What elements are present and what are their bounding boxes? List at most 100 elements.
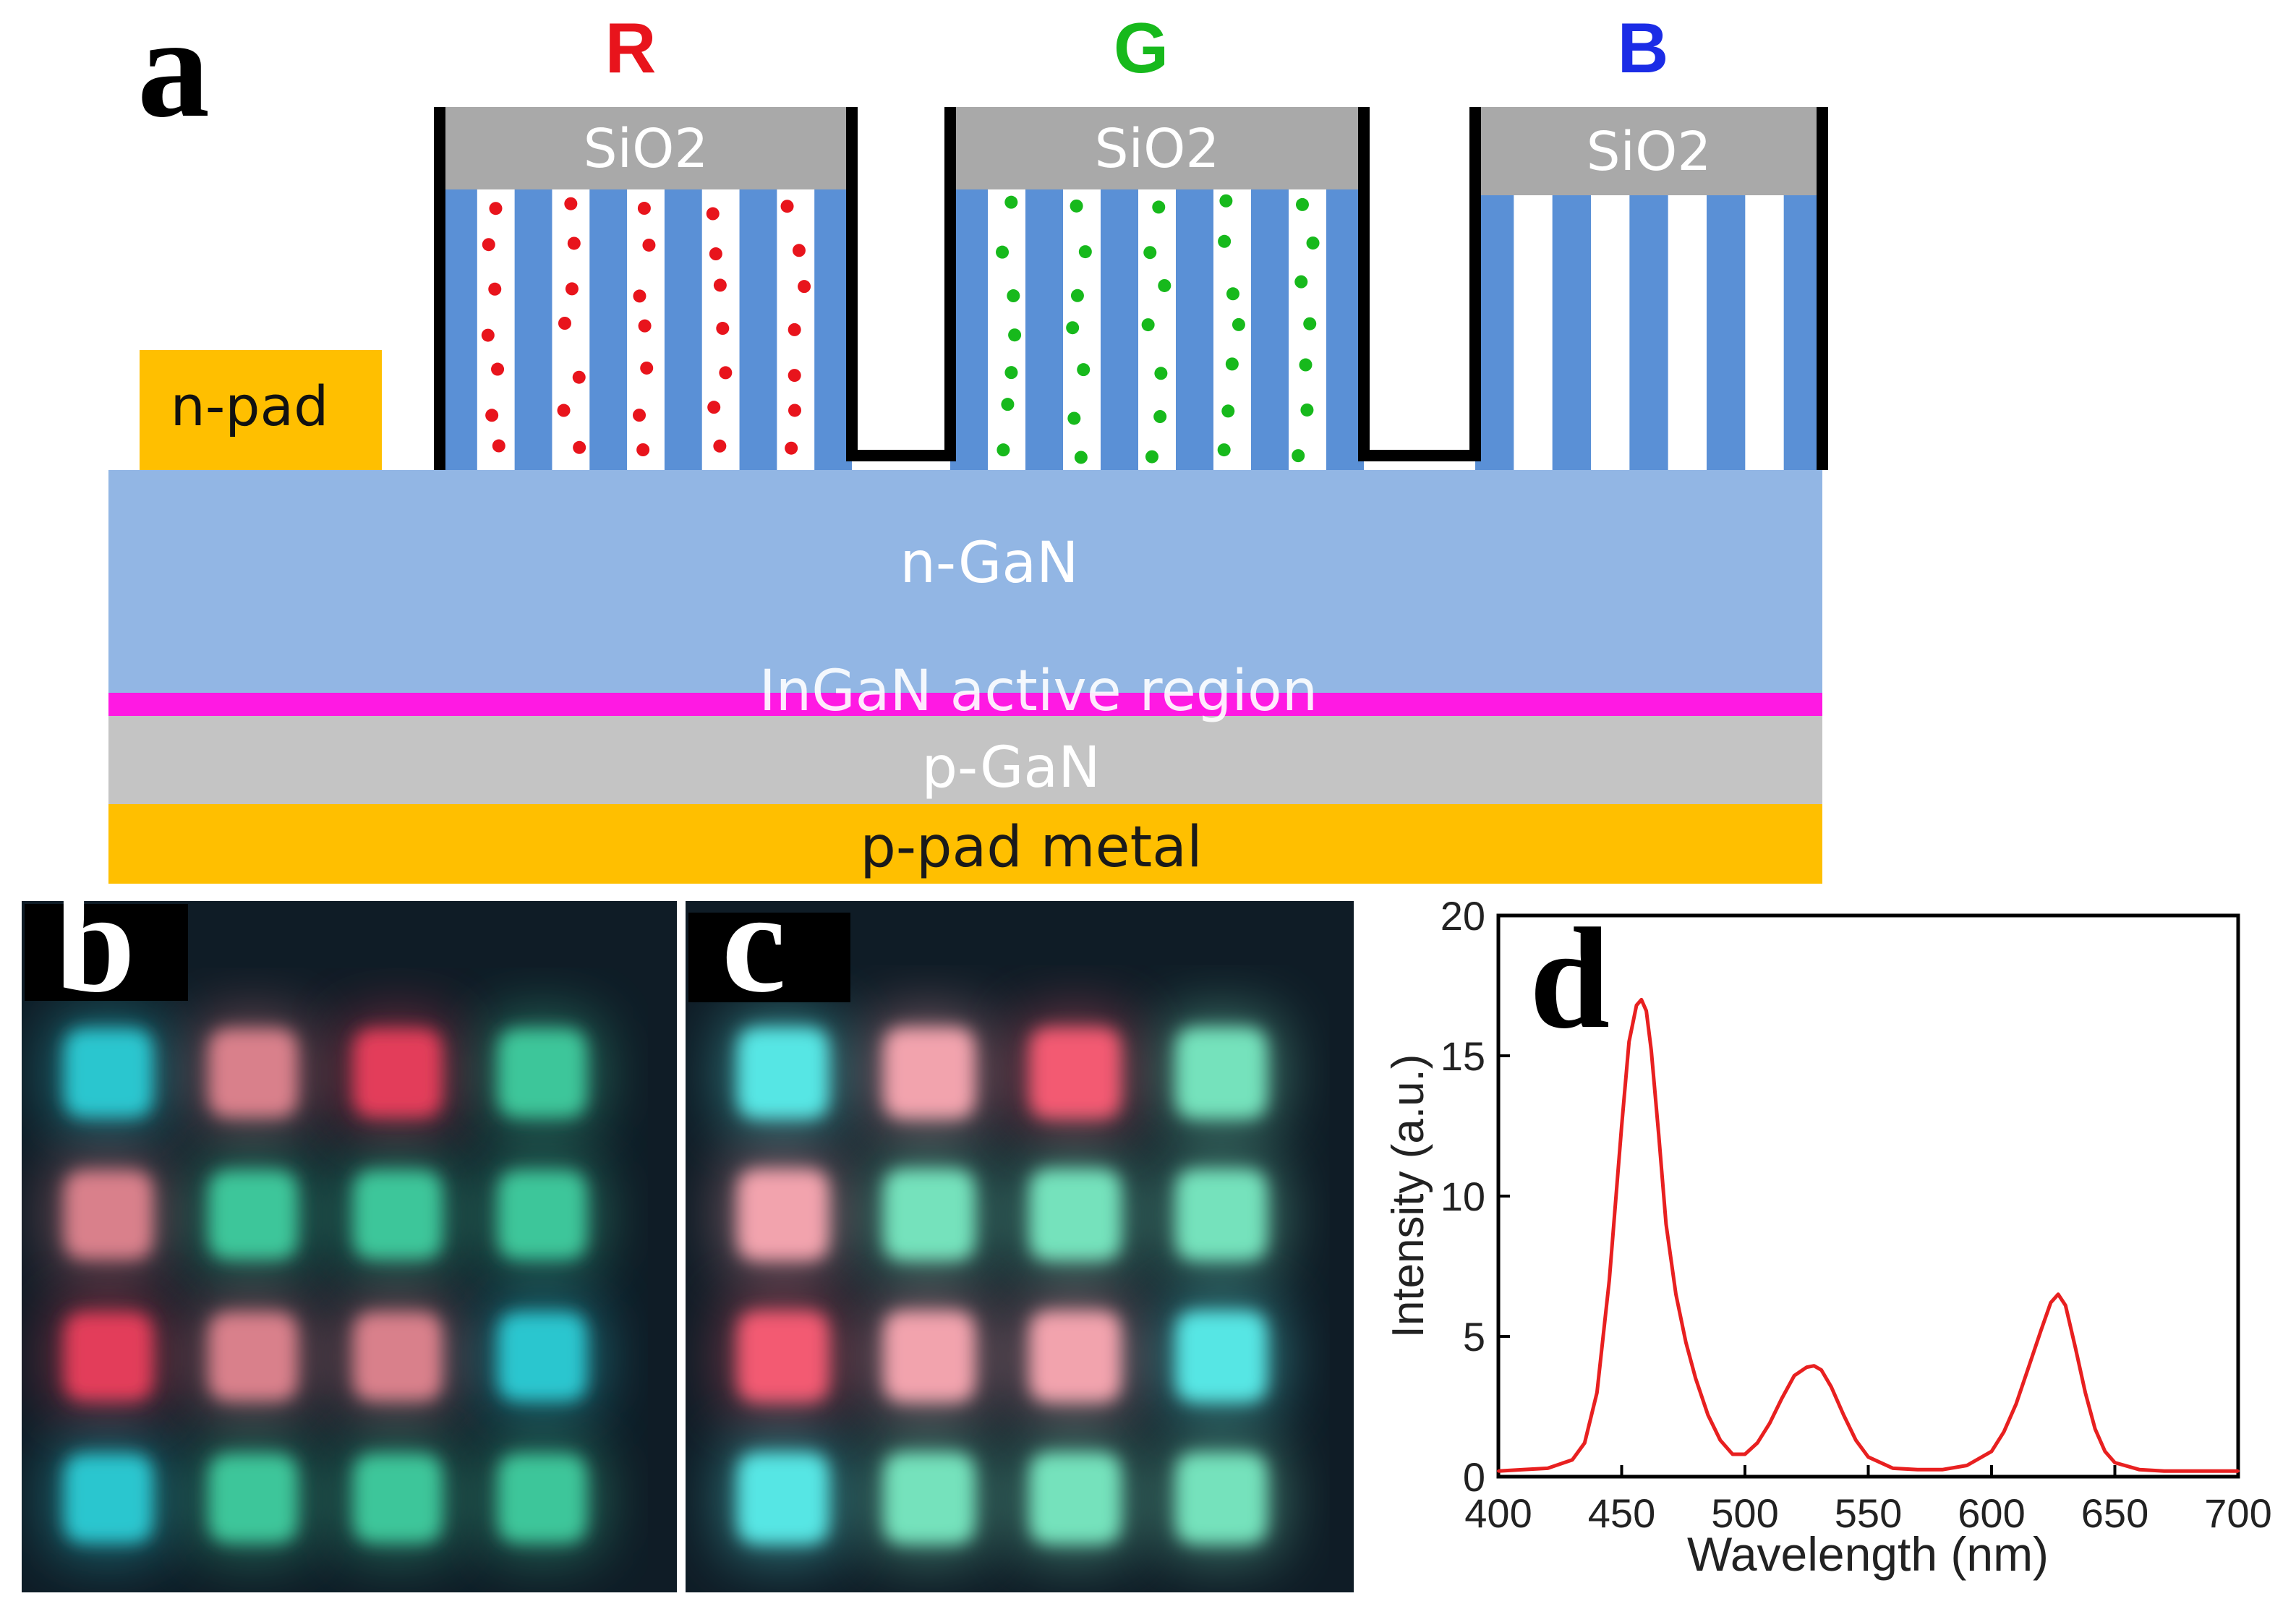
quantum-dot bbox=[1219, 194, 1233, 208]
n-pad bbox=[140, 350, 382, 470]
chart-point bbox=[2015, 1402, 2018, 1406]
nanowire-gap bbox=[988, 189, 1025, 470]
quantum-dot bbox=[633, 409, 646, 422]
led-array-c bbox=[723, 1013, 1281, 1558]
quantum-dot bbox=[997, 443, 1010, 457]
chart-point bbox=[1730, 1452, 1734, 1456]
chart-point bbox=[1546, 1467, 1550, 1470]
panel-c-letter: c bbox=[722, 863, 786, 1023]
x-tick-label: 400 bbox=[1464, 1490, 1532, 1536]
panel-c-photo: c bbox=[686, 863, 1354, 1592]
quantum-dot bbox=[1008, 328, 1022, 342]
led-array-b bbox=[50, 1015, 601, 1557]
led-pixel bbox=[884, 1169, 975, 1260]
led-pixel bbox=[354, 1029, 442, 1117]
quantum-dot bbox=[636, 443, 650, 457]
p-gan-label: p-GaN bbox=[921, 735, 1100, 801]
chart-point bbox=[2057, 1292, 2060, 1296]
quantum-dot bbox=[719, 366, 733, 380]
led-pixel bbox=[738, 1028, 829, 1119]
quantum-dot bbox=[1143, 246, 1157, 260]
quantum-dot bbox=[1077, 363, 1091, 377]
quantum-dot bbox=[785, 441, 798, 455]
nanowire-gap bbox=[1213, 189, 1251, 470]
quantum-dot bbox=[565, 282, 579, 296]
chart-point bbox=[1965, 1464, 1968, 1467]
chart-y-axis-label: Intensity (a.u.) bbox=[1383, 1054, 1433, 1339]
quantum-dot bbox=[713, 278, 727, 292]
quantum-dot bbox=[1152, 200, 1166, 214]
x-tick-label: 500 bbox=[1711, 1490, 1778, 1536]
chart-point bbox=[1657, 1132, 1660, 1136]
quantum-dot bbox=[1217, 443, 1231, 457]
quantum-dot bbox=[1067, 411, 1081, 425]
led-pixel bbox=[1030, 1453, 1121, 1544]
chart-point bbox=[1664, 1222, 1668, 1226]
quantum-dot bbox=[1001, 398, 1015, 411]
led-pixel bbox=[209, 1171, 297, 1259]
led-pixel bbox=[738, 1169, 829, 1260]
quantum-dot bbox=[707, 401, 721, 414]
chart-point bbox=[2187, 1469, 2190, 1473]
quantum-dot bbox=[488, 282, 502, 296]
quantum-dot bbox=[640, 361, 654, 375]
quantum-dot bbox=[637, 202, 651, 215]
quantum-dot bbox=[1141, 318, 1155, 332]
sio2-label: SiO2 bbox=[584, 118, 709, 180]
x-tick-label: 700 bbox=[2204, 1490, 2271, 1536]
chart-point bbox=[1854, 1438, 1858, 1442]
nanowire-gap bbox=[552, 189, 590, 470]
quantum-dot bbox=[792, 244, 806, 257]
chart-point bbox=[1634, 1004, 1638, 1007]
led-pixel bbox=[884, 1311, 975, 1402]
quantum-dot bbox=[709, 247, 722, 261]
x-tick-label: 550 bbox=[1835, 1490, 1902, 1536]
quantum-dot bbox=[1300, 403, 1314, 417]
panel-d-letter: d bbox=[1529, 899, 1610, 1059]
quantum-dot bbox=[1225, 357, 1239, 371]
quantum-dot bbox=[572, 370, 586, 384]
chart-point bbox=[1684, 1340, 1688, 1344]
sio2-cap bbox=[1475, 107, 1822, 195]
quantum-dot bbox=[567, 236, 581, 250]
led-pixel bbox=[354, 1454, 442, 1542]
chart-point bbox=[2138, 1468, 2141, 1472]
pillar-label-g: G bbox=[1114, 8, 1169, 88]
quantum-dot bbox=[492, 439, 505, 453]
chart-point bbox=[1608, 1279, 1611, 1282]
led-pixel bbox=[64, 1171, 153, 1259]
quantum-dot bbox=[1218, 234, 1232, 248]
p-pad-metal-layer bbox=[108, 804, 1822, 884]
chart-point bbox=[1627, 1040, 1631, 1043]
chart-point bbox=[2002, 1430, 2006, 1433]
pillar-outline bbox=[434, 107, 1828, 470]
chart-point bbox=[1706, 1413, 1710, 1417]
led-pixel bbox=[884, 1028, 975, 1119]
quantum-dot bbox=[788, 404, 801, 417]
chart-point bbox=[1497, 1469, 1500, 1473]
quantum-dot bbox=[713, 439, 727, 453]
quantum-dot bbox=[1226, 287, 1239, 301]
chart-point bbox=[1842, 1413, 1845, 1417]
chart-point bbox=[1805, 1365, 1809, 1369]
chart-point bbox=[2162, 1469, 2166, 1473]
panel-b-photo: b bbox=[22, 901, 677, 1592]
quantum-dot bbox=[1221, 404, 1235, 418]
led-pixel bbox=[738, 1311, 829, 1402]
p-gan-layer bbox=[108, 716, 1822, 804]
chart-point bbox=[2094, 1427, 2097, 1431]
quantum-dot bbox=[706, 207, 720, 221]
n-pad-label: n-pad bbox=[171, 374, 329, 438]
chart-point bbox=[2027, 1365, 2031, 1369]
y-tick-label: 10 bbox=[1441, 1174, 1485, 1219]
chart-point bbox=[1756, 1441, 1759, 1445]
led-pixel bbox=[498, 1029, 586, 1117]
quantum-dot bbox=[1294, 275, 1308, 289]
quantum-dot bbox=[642, 238, 656, 252]
led-pixel bbox=[1176, 1028, 1267, 1119]
chart-point bbox=[1718, 1438, 1722, 1442]
ingan-active-layer bbox=[108, 693, 1822, 716]
chart-point bbox=[2211, 1469, 2215, 1473]
quantum-dot bbox=[557, 404, 571, 417]
